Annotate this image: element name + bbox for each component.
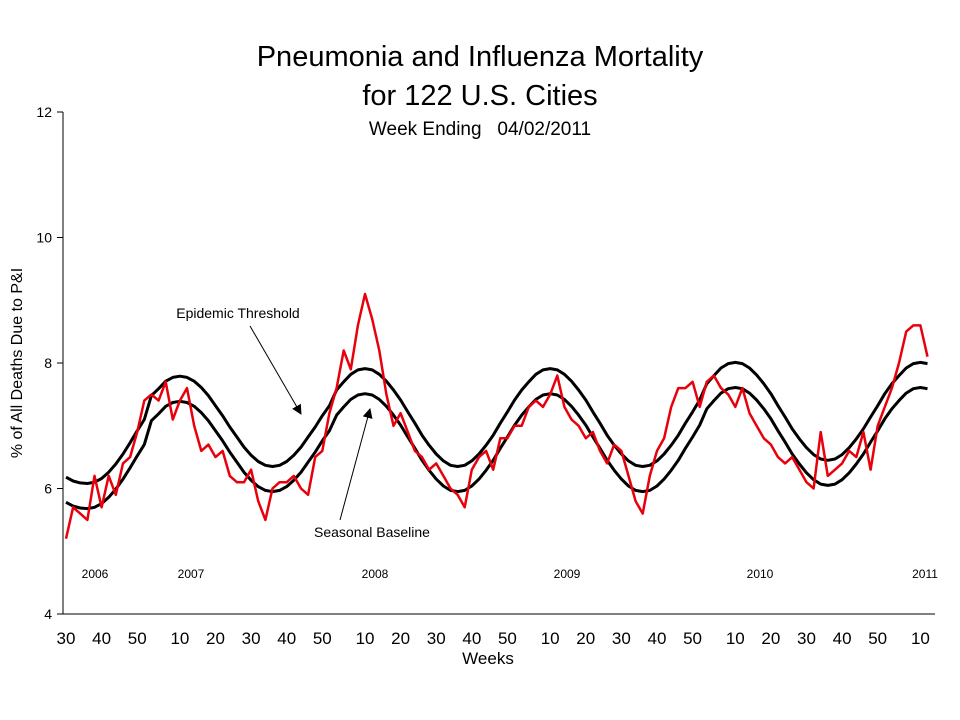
x-tick-label: 50 <box>683 629 702 648</box>
y-tick-label: 6 <box>44 481 52 497</box>
annotation-arrow <box>249 325 302 415</box>
y-tick-label: 8 <box>44 355 52 371</box>
x-tick-label: 40 <box>462 629 481 648</box>
x-tick-label: 10 <box>356 629 375 648</box>
chart-subtitle: Week Ending 04/02/2011 <box>369 119 591 140</box>
x-tick-label: 20 <box>576 629 595 648</box>
y-tick-label: 4 <box>44 606 52 622</box>
annotation-arrow <box>339 408 373 521</box>
threshold-annotation: Epidemic Threshold <box>176 305 299 321</box>
data-line <box>64 292 929 539</box>
year-label: 2010 <box>747 567 774 581</box>
x-tick-label: 20 <box>761 629 780 648</box>
chart-title: Pneumonia and Influenza Mortality <box>257 41 704 73</box>
x-tick-label: 10 <box>726 629 745 648</box>
x-tick-label: 50 <box>868 629 887 648</box>
year-label: 2006 <box>82 567 109 581</box>
x-tick-label: 50 <box>313 629 332 648</box>
year-label: 2007 <box>178 567 205 581</box>
x-tick-label: 30 <box>427 629 446 648</box>
x-tick-label: 40 <box>92 629 111 648</box>
x-tick-label: 40 <box>277 629 296 648</box>
y-tick-label: 12 <box>36 104 52 120</box>
x-tick-label: 20 <box>391 629 410 648</box>
x-axis-label: Weeks <box>462 649 514 668</box>
x-tick-label: 10 <box>911 629 930 648</box>
x-tick-label: 10 <box>170 629 189 648</box>
x-tick-label: 30 <box>612 629 631 648</box>
chart-title-line2: for 122 U.S. Cities <box>362 80 597 112</box>
x-tick-label: 40 <box>647 629 666 648</box>
x-tick-label: 30 <box>797 629 816 648</box>
year-label: 2008 <box>362 567 389 581</box>
x-tick-label: 50 <box>128 629 147 648</box>
y-tick-label: 10 <box>36 230 52 246</box>
x-tick-label: 30 <box>242 629 261 648</box>
x-tick-label: 40 <box>833 629 852 648</box>
year-label: 2009 <box>554 567 581 581</box>
x-tick-label: 10 <box>541 629 560 648</box>
reference-line <box>65 360 928 485</box>
reference-line <box>65 386 928 511</box>
baseline-annotation: Seasonal Baseline <box>314 524 430 540</box>
x-tick-label: 30 <box>57 629 76 648</box>
y-axis-label: % of All Deaths Due to P&I <box>9 268 26 458</box>
x-tick-label: 50 <box>498 629 517 648</box>
year-label: 2011 <box>912 567 938 581</box>
x-tick-label: 20 <box>206 629 225 648</box>
